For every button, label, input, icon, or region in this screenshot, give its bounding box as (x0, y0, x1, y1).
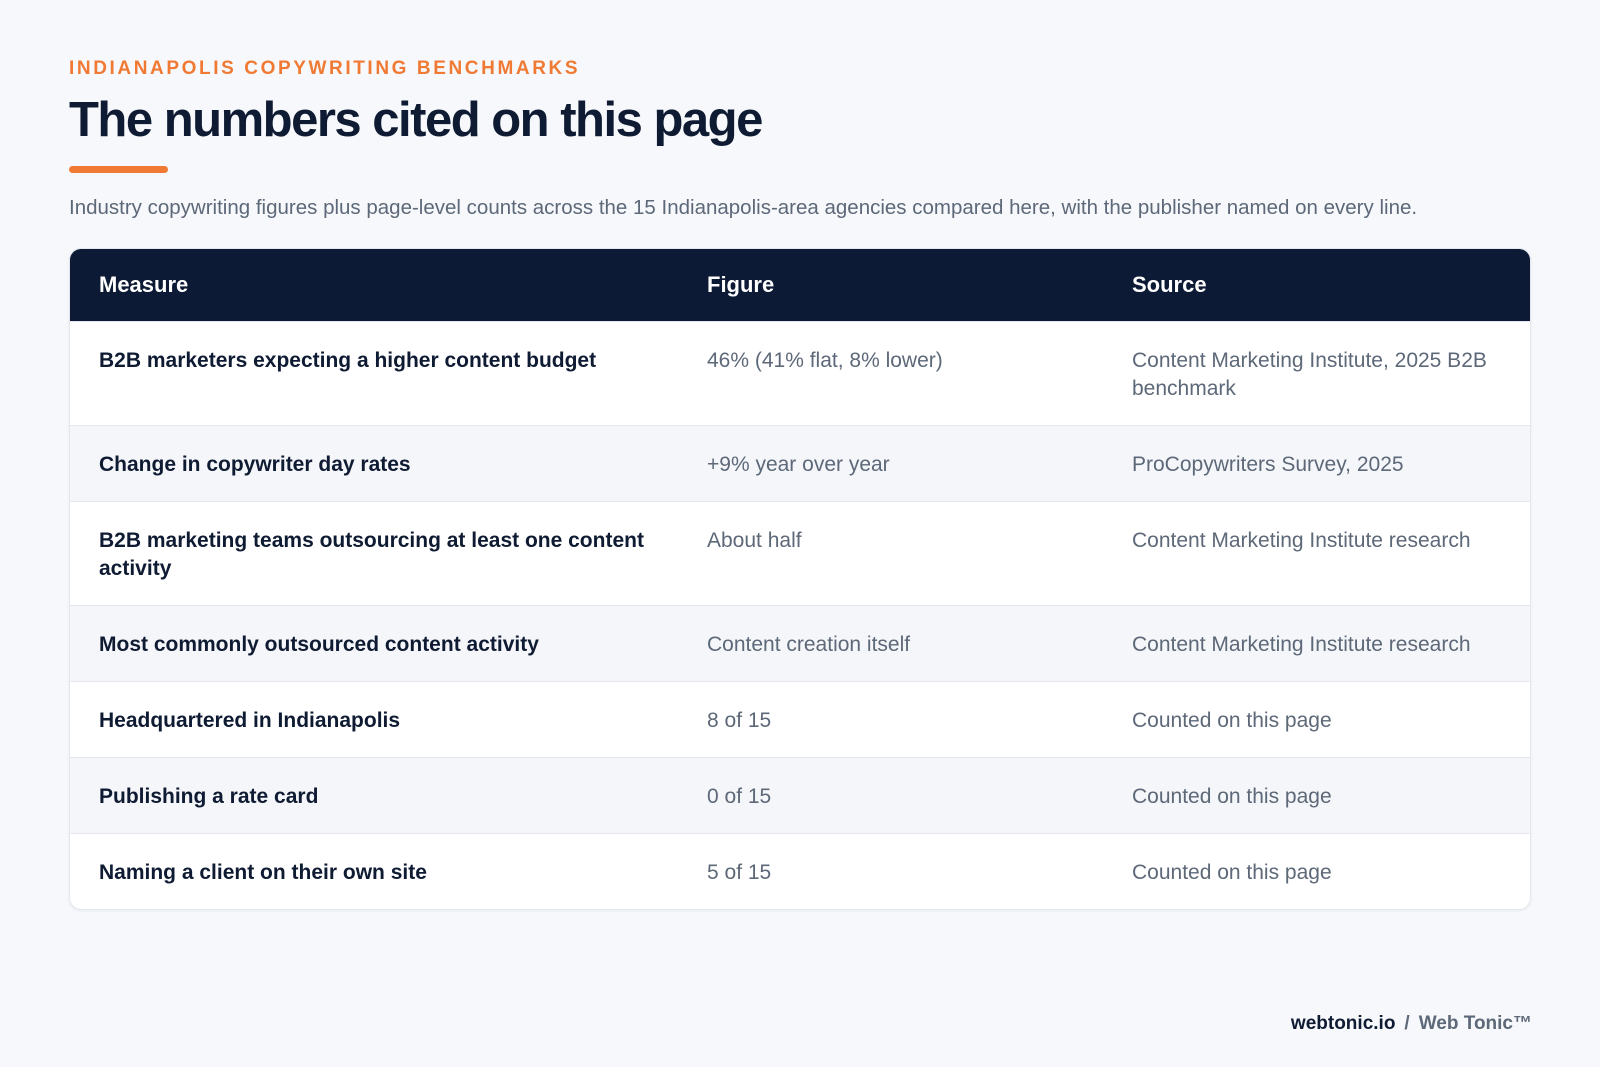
table-row: B2B marketing teams outsourcing at least… (70, 501, 1530, 605)
table-row: Publishing a rate card 0 of 15 Counted o… (70, 757, 1530, 833)
measure-cell: Headquartered in Indianapolis (99, 708, 401, 732)
measure-cell: Publishing a rate card (99, 784, 319, 808)
figure-cell: About half (707, 528, 802, 552)
source-cell: Counted on this page (1132, 708, 1332, 732)
source-cell: Content Marketing Institute, 2025 B2B be… (1132, 348, 1487, 400)
figure-cell: 0 of 15 (707, 784, 772, 808)
page-subtitle: Industry copywriting figures plus page-l… (69, 196, 1418, 219)
table-row: Change in copywriter day rates +9% year … (70, 425, 1530, 501)
footer-credit: webtonic.io / Web Tonic™ (1291, 1013, 1532, 1035)
source-cell: Counted on this page (1132, 784, 1332, 808)
footer-separator: / (1404, 1013, 1410, 1034)
table-row: B2B marketers expecting a higher content… (70, 321, 1530, 425)
figure-cell: 46% (41% flat, 8% lower) (707, 348, 943, 372)
table-row: Most commonly outsourced content activit… (70, 605, 1530, 681)
measure-cell: Most commonly outsourced content activit… (99, 632, 539, 656)
benchmarks-table: Measure Figure Source B2B marketers expe… (70, 249, 1530, 909)
measure-cell: B2B marketing teams outsourcing at least… (99, 528, 644, 580)
column-header-figure: Figure (707, 271, 775, 297)
figure-cell: 5 of 15 (707, 860, 772, 884)
footer-domain-link[interactable]: webtonic.io (1290, 1013, 1396, 1034)
measure-cell: B2B marketers expecting a higher content… (99, 348, 597, 372)
column-header-source: Source (1132, 271, 1207, 297)
source-cell: Content Marketing Institute research (1132, 632, 1471, 656)
table-row: Naming a client on their own site 5 of 1… (70, 833, 1530, 909)
source-cell: Content Marketing Institute research (1132, 528, 1471, 552)
footer-brand: Web Tonic™ (1418, 1013, 1532, 1034)
table-row: Headquartered in Indianapolis 8 of 15 Co… (70, 681, 1530, 757)
column-header-measure: Measure (99, 271, 189, 297)
figure-cell: Content creation itself (707, 632, 911, 656)
measure-cell: Change in copywriter day rates (99, 452, 411, 476)
source-cell: Counted on this page (1132, 860, 1332, 884)
table-header-row: Measure Figure Source (70, 249, 1530, 321)
figure-cell: 8 of 15 (707, 708, 772, 732)
figure-cell: +9% year over year (707, 452, 890, 476)
benchmarks-table-card: Measure Figure Source B2B marketers expe… (69, 248, 1531, 910)
measure-cell: Naming a client on their own site (99, 860, 427, 884)
eyebrow-label: INDIANAPOLIS COPYWRITING BENCHMARKS (69, 58, 581, 79)
title-underline (69, 166, 168, 173)
source-cell: ProCopywriters Survey, 2025 (1132, 452, 1404, 476)
page-title: The numbers cited on this page (69, 93, 763, 147)
